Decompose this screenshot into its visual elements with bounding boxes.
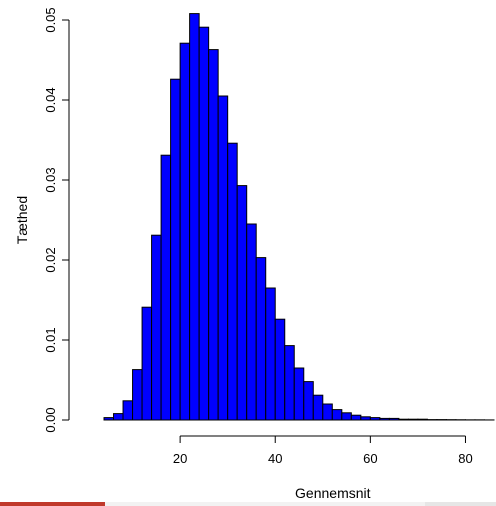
histogram-bar <box>360 416 371 421</box>
histogram-bar <box>141 306 153 421</box>
x-axis: 20 40 60 80 <box>173 435 473 466</box>
x-tick-label: 40 <box>268 451 282 466</box>
histogram-bar <box>322 403 333 421</box>
histogram-bar <box>331 409 343 421</box>
y-tick-label: 0.05 <box>43 7 58 32</box>
histogram-bar <box>303 381 314 421</box>
histogram-bar <box>122 400 134 421</box>
histogram-bar <box>341 412 352 421</box>
histogram-bar <box>170 78 181 421</box>
histogram-bar <box>132 369 143 421</box>
y-axis: 0.00 0.01 0.02 0.03 0.04 0.05 <box>43 7 70 433</box>
y-tick-label: 0.00 <box>43 407 58 432</box>
x-tick-label: 60 <box>363 451 377 466</box>
bottom-strip <box>0 502 496 506</box>
histogram-bar <box>265 287 276 421</box>
histogram-bar <box>350 414 362 421</box>
y-tick-label: 0.03 <box>43 167 58 192</box>
bottom-strip-accent <box>0 502 105 506</box>
histogram-bar <box>103 417 115 421</box>
histogram-bar <box>179 42 191 421</box>
histogram-bar <box>255 257 267 421</box>
histogram-bar <box>274 318 286 421</box>
y-axis-title: Tæthed <box>14 196 30 244</box>
histogram-bar <box>398 418 409 421</box>
histogram-bar <box>417 418 428 421</box>
histogram-bar <box>198 26 210 421</box>
y-tick-label: 0.04 <box>43 87 58 112</box>
histogram-bar <box>189 13 200 421</box>
histogram-bar <box>369 417 381 421</box>
histogram-bar <box>151 234 162 421</box>
y-tick-label: 0.02 <box>43 247 58 272</box>
histogram-bar <box>388 417 400 421</box>
histogram-bar <box>312 394 324 421</box>
x-tick-label: 20 <box>173 451 187 466</box>
histogram-bar <box>407 418 419 421</box>
histogram-bars <box>103 13 495 421</box>
histogram-bar <box>160 154 172 421</box>
histogram-bar <box>293 367 305 421</box>
histogram-bar <box>379 417 390 421</box>
histogram-bar <box>208 49 219 421</box>
y-tick-label: 0.01 <box>43 327 58 352</box>
x-tick-label: 80 <box>458 451 472 466</box>
histogram-bar <box>246 223 257 421</box>
bottom-strip-right <box>425 502 496 506</box>
histogram-bar <box>113 413 124 421</box>
histogram-bar <box>227 142 238 421</box>
histogram-bar <box>217 95 229 421</box>
histogram-bar <box>284 345 295 421</box>
histogram-bar <box>236 185 248 421</box>
bottom-strip-middle <box>105 502 425 506</box>
x-axis-title: Gennemsnit <box>295 485 371 501</box>
